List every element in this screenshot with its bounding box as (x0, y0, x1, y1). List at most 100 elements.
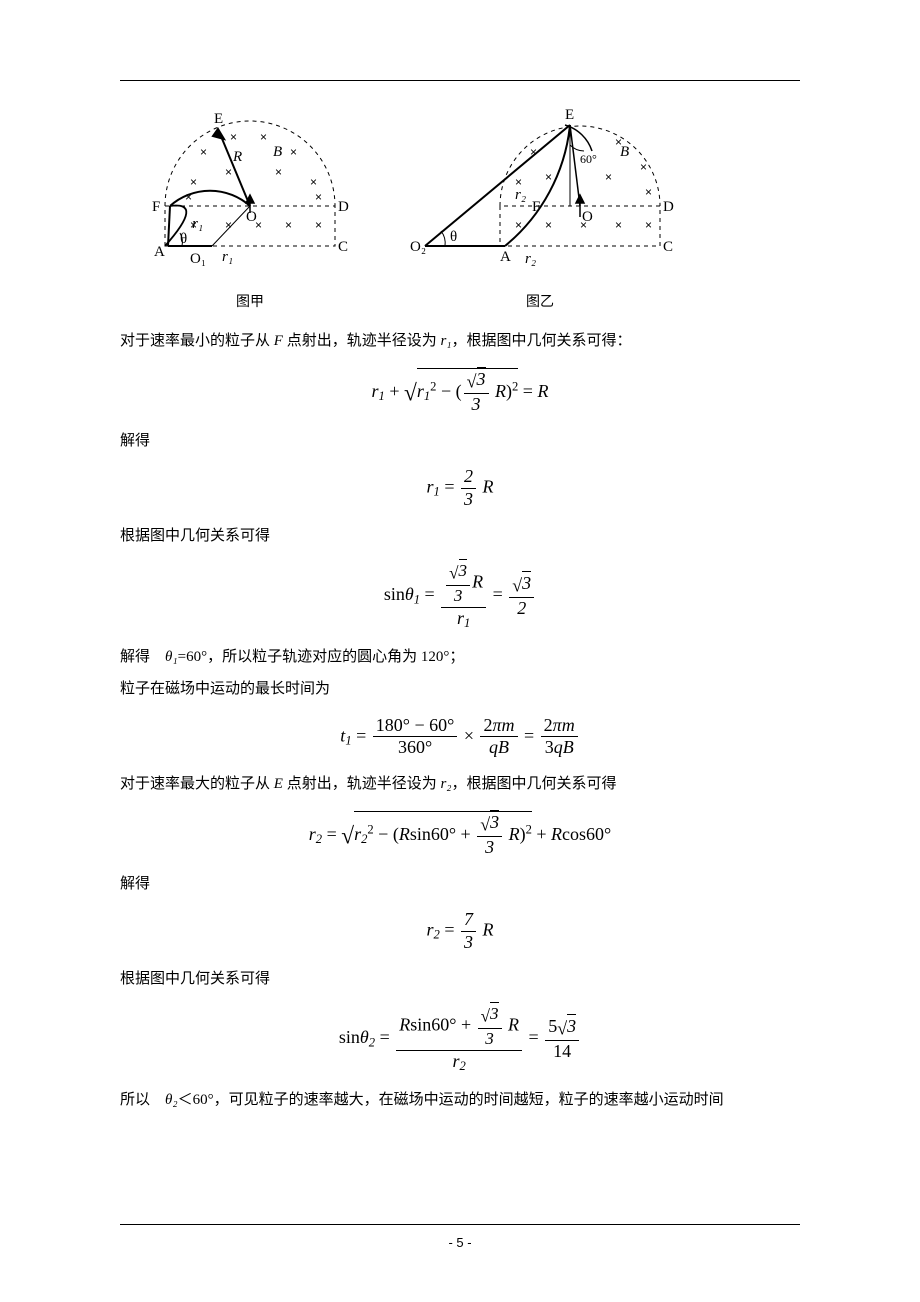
svg-text:×: × (285, 218, 292, 232)
p1a: 对于速率最小的粒子从 (120, 333, 274, 349)
eq1-Rr: R (537, 380, 548, 400)
label-theta: θ (180, 231, 187, 247)
label-r1b: r₁ (222, 249, 233, 265)
eq6-sub: 2 (434, 928, 440, 942)
svg-text:×: × (645, 185, 652, 199)
label-r2a: r₂ (515, 187, 526, 203)
eq3-sub2: 1 (464, 616, 470, 630)
eq7-sin: sin (339, 1028, 360, 1048)
eq3-R: R (472, 572, 483, 592)
eq2-sub: 1 (434, 485, 440, 499)
eq2-3: 3 (461, 489, 476, 510)
label-B: B (273, 144, 282, 160)
eq4-180: 180° (376, 715, 410, 735)
figure-row: ×××× ×××× ×× ××××× (140, 101, 800, 311)
label-F: F (152, 199, 160, 215)
svg-text:×: × (275, 165, 282, 179)
top-rule (120, 80, 800, 81)
eq5-sub: 2 (316, 832, 322, 846)
eq5-60b: 60° (586, 823, 611, 843)
svg-text:×: × (640, 160, 647, 174)
svg-text:×: × (615, 218, 622, 232)
eq7-R2: R (508, 1015, 519, 1035)
p9b: ＜60°，可见粒子的速率越大，在磁场中运动的时间越短，粒子的速率越小运动时间 (178, 1092, 724, 1108)
label-theta-yi: θ (450, 229, 457, 245)
label-D-yi: D (663, 199, 674, 215)
svg-text:×: × (545, 170, 552, 184)
eq5-3: 3 (477, 837, 502, 858)
svg-text:×: × (230, 130, 237, 144)
p1c: ，根据图中几何关系可得： (452, 333, 632, 349)
label-E: E (214, 111, 223, 127)
eq4-360: 360° (373, 737, 458, 758)
p6c: ，根据图中几何关系可得 (452, 776, 617, 792)
equation-7: sinθ2 = Rsin60° + √33 R r2 = 5√314 (120, 1005, 800, 1073)
label-C: C (338, 239, 348, 255)
footer-rule (120, 1224, 800, 1225)
eq4-2b: 2 (544, 715, 553, 735)
equation-5: r2 = √ r22 − (Rsin60° + √33 R)2 + Rcos60… (120, 811, 800, 858)
para-5: 粒子在磁场中运动的最长时间为 (120, 675, 800, 704)
p4-th: θ₁ (165, 649, 178, 665)
eq7-sub2: 2 (459, 1059, 465, 1073)
svg-text:×: × (225, 218, 232, 232)
eq1-sqrt3: 3 (477, 367, 486, 389)
p4a: 解得 (120, 649, 165, 665)
eq3-2: 2 (509, 598, 534, 619)
p9a: 所以 (120, 1092, 165, 1108)
eq7-14: 14 (545, 1041, 579, 1062)
svg-text:×: × (185, 190, 192, 204)
svg-text:×: × (310, 175, 317, 189)
label-60: 60° (580, 152, 597, 166)
eq5-R2: R (509, 823, 520, 843)
svg-text:×: × (315, 218, 322, 232)
svg-text:×: × (645, 218, 652, 232)
eq3-s3: 3 (459, 559, 468, 580)
eq5-R: R (399, 823, 410, 843)
eq1-sub: 1 (379, 388, 385, 402)
eq7-3: 3 (478, 1029, 502, 1049)
equation-4: t1 = 180° − 60° 360° × 2πm qB = 2πm 3qB (120, 716, 800, 759)
eq3-th: θ (405, 585, 414, 605)
svg-text:×: × (200, 145, 207, 159)
eq4-q: q (489, 737, 498, 757)
eq4-pib: π (553, 715, 562, 735)
eq4-B: B (498, 737, 509, 757)
eq3-3: 3 (446, 586, 470, 606)
eq7-sin2: sin (410, 1015, 431, 1035)
eq3-sub: 1 (414, 593, 420, 607)
eq7-R: R (399, 1015, 410, 1035)
equation-6: r2 = 73 R (120, 910, 800, 953)
eq5-s3: 3 (490, 810, 499, 832)
label-F-yi: F (532, 199, 540, 215)
eq4-Bb: B (563, 737, 574, 757)
para-8: 根据图中几何关系可得 (120, 965, 800, 994)
eq4-mb: m (562, 715, 575, 735)
label-B-yi: B (620, 144, 629, 160)
svg-text:×: × (190, 175, 197, 189)
eq5-sin: sin (410, 823, 431, 843)
p1-F: F (274, 333, 283, 349)
svg-text:×: × (260, 130, 267, 144)
p1-r1: r₁ (440, 333, 451, 349)
para-3: 根据图中几何关系可得 (120, 522, 800, 551)
para-4: 解得 θ₁=60°，所以粒子轨迹对应的圆心角为 120°； (120, 643, 800, 672)
svg-text:×: × (290, 145, 297, 159)
svg-text:×: × (315, 190, 322, 204)
eq1-three: 3 (464, 394, 489, 415)
p1b: 点射出，轨迹半径设为 (283, 333, 441, 349)
label-O2: O₂ (410, 239, 426, 255)
para-7: 解得 (120, 870, 800, 899)
svg-text:×: × (545, 218, 552, 232)
label-D: D (338, 199, 349, 215)
eq5-r: r (309, 823, 316, 843)
eq4-sub: 1 (345, 733, 351, 747)
eq6-R: R (482, 920, 493, 940)
eq1-r2: r (417, 380, 424, 400)
eq3-r: r (457, 608, 464, 628)
svg-text:×: × (225, 165, 232, 179)
p6b: 点射出，轨迹半径设为 (283, 776, 441, 792)
figure-jia: ×××× ×××× ×× ××××× (140, 101, 360, 311)
eq5-cos: cos (562, 823, 586, 843)
label-O1: O₁ (190, 251, 206, 267)
